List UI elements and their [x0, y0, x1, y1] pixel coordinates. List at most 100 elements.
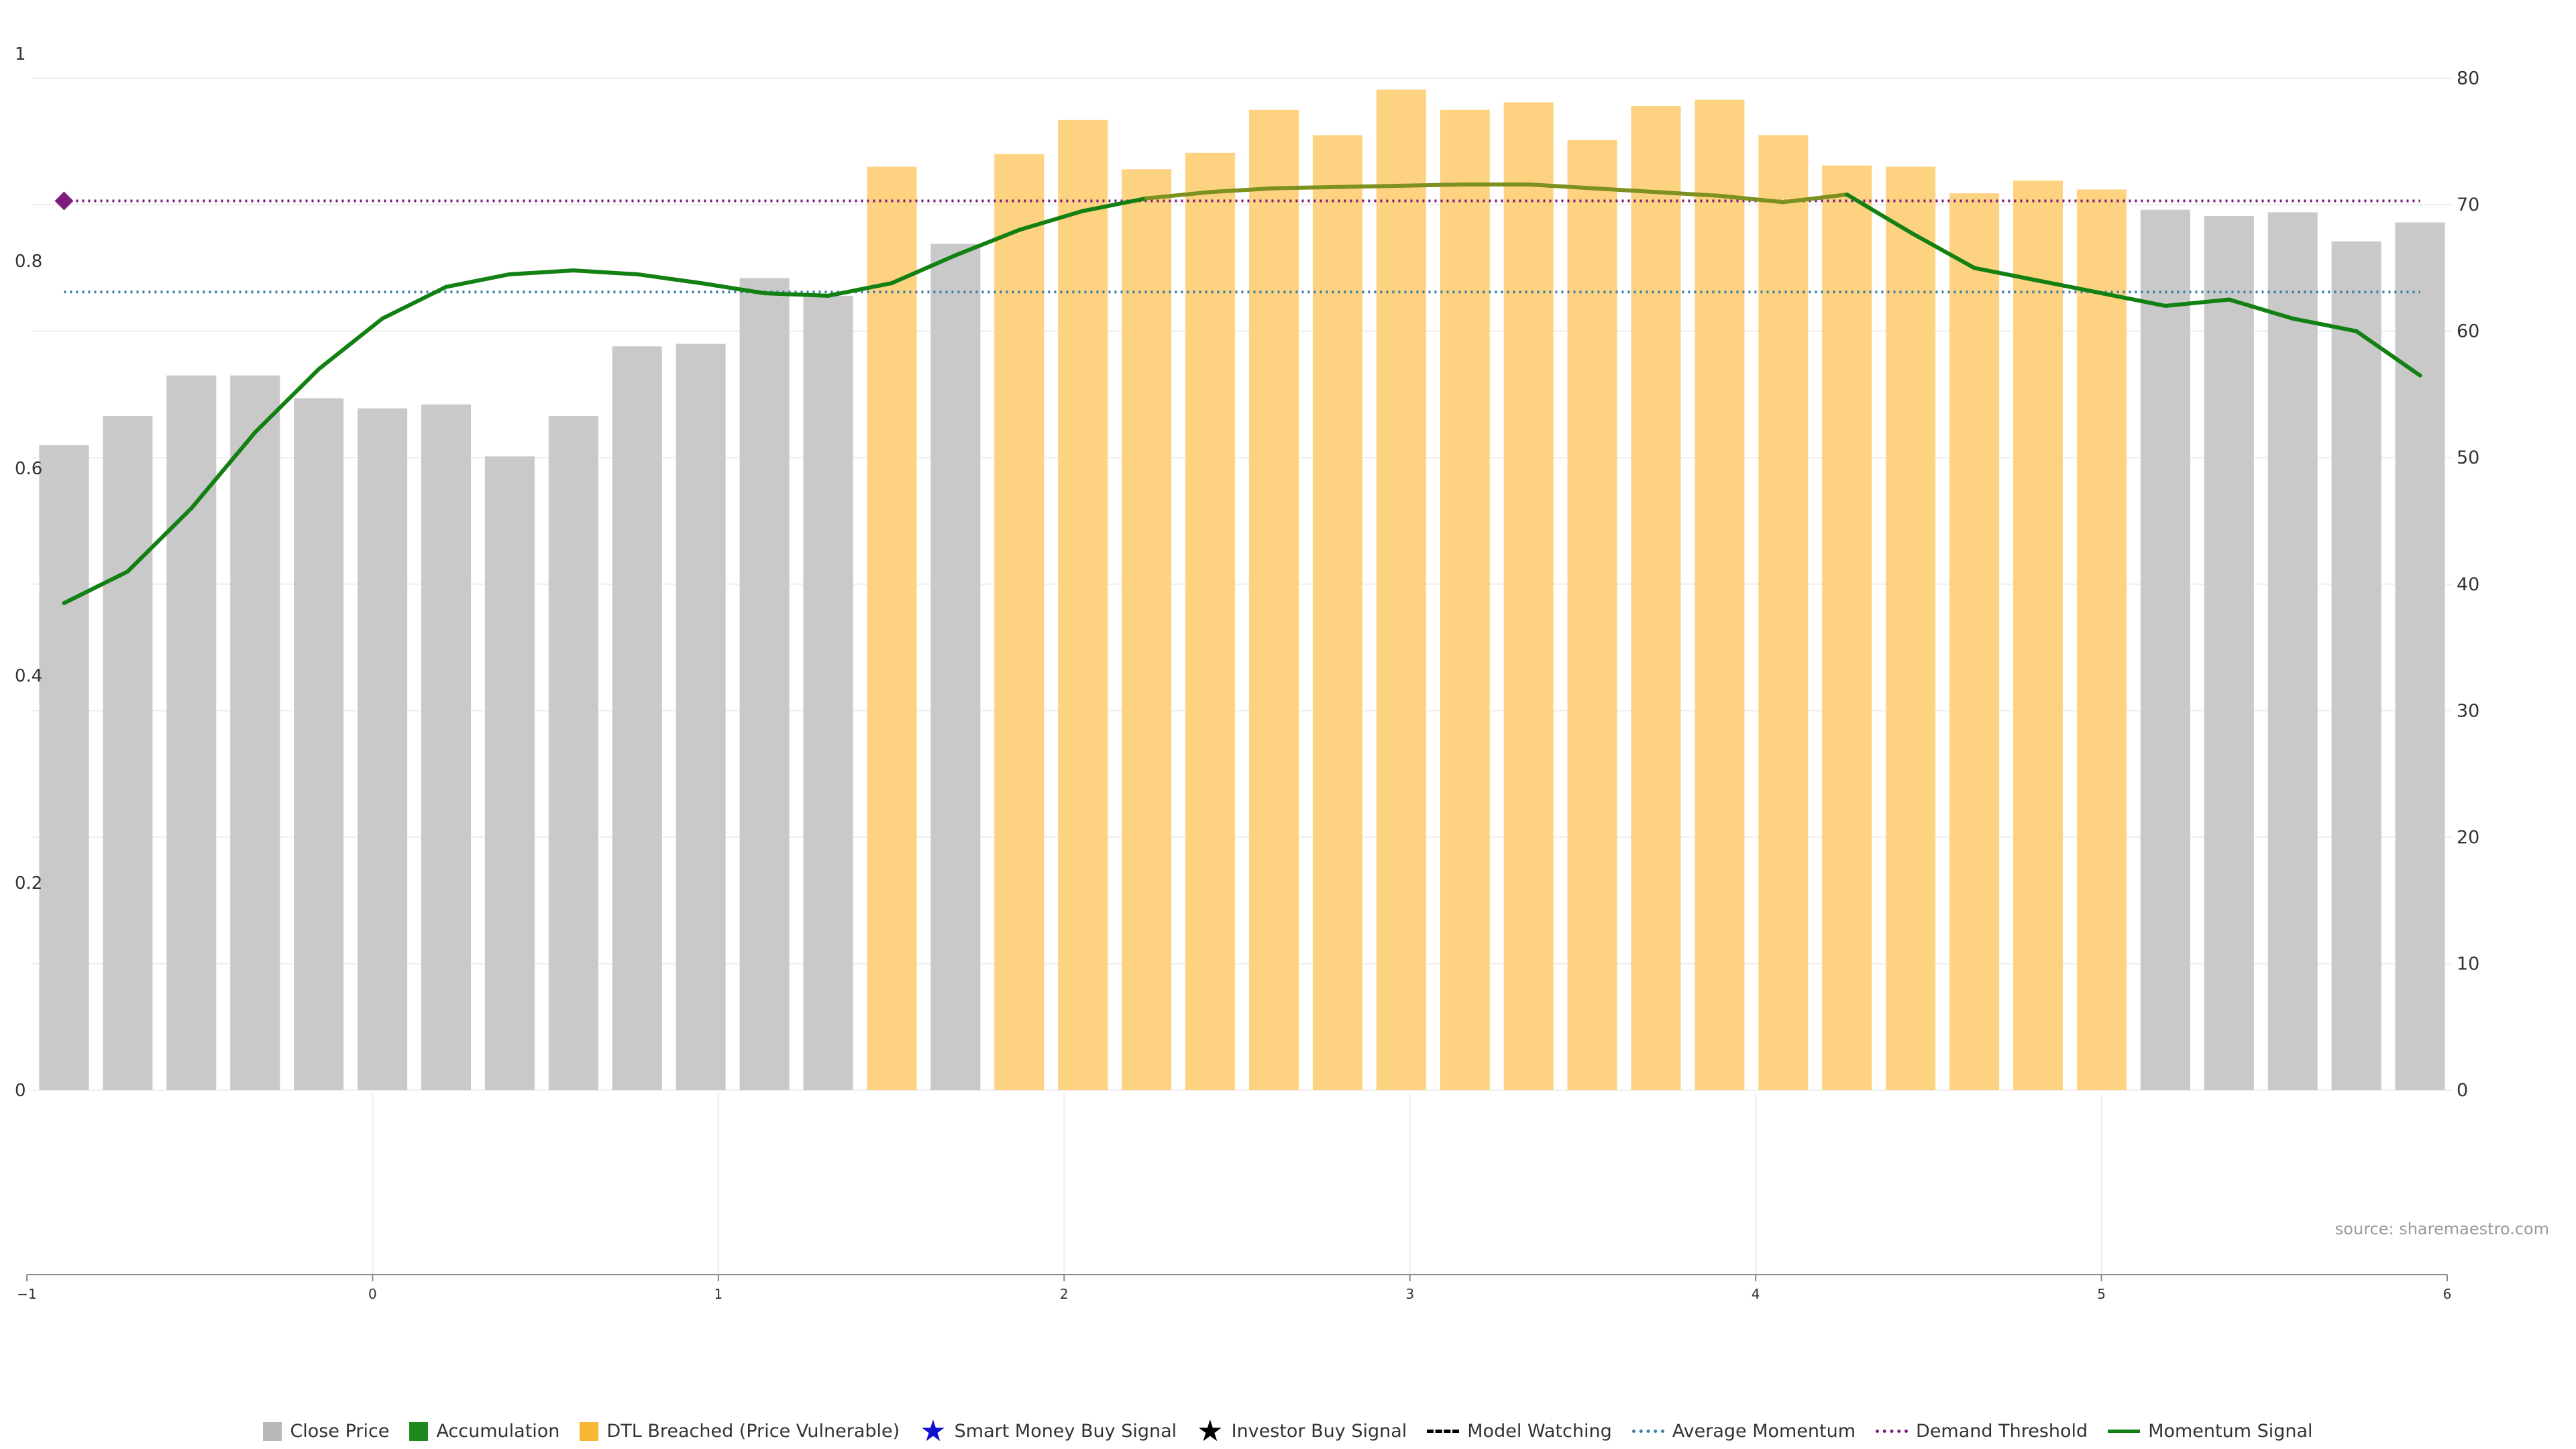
- legend-label: Close Price: [290, 1421, 390, 1442]
- dtl-breached-bar: [1185, 152, 1236, 1091]
- dtl-breached-bar: [1822, 165, 1872, 1090]
- dtl-breached-bar: [2076, 189, 2127, 1090]
- momentum-signal-segment: [1271, 184, 1340, 191]
- legend-label: Average Momentum: [1672, 1421, 1856, 1442]
- momentum-signal-segment: [1526, 182, 1595, 191]
- legend-item: ★ Investor Buy Signal: [1197, 1413, 1407, 1448]
- right-axis-tick-label: 0: [2457, 1080, 2468, 1101]
- momentum-signal-segment: [698, 281, 767, 296]
- legend-label: Investor Buy Signal: [1231, 1421, 1407, 1442]
- dotted-line-icon: [1631, 1430, 1664, 1433]
- close-price-bar: [294, 398, 344, 1091]
- left-axis-tick-label: 0.6: [15, 459, 42, 479]
- x-axis-tick-label: 4: [1752, 1286, 1760, 1302]
- momentum-signal-segment: [762, 291, 830, 298]
- left-axis-tick-label: 0.4: [15, 666, 42, 686]
- legend-item: Model Watching: [1427, 1421, 1612, 1442]
- close-price-bar: [358, 408, 408, 1090]
- momentum-signal-segment: [1909, 230, 1977, 270]
- close-price-bar: [548, 416, 598, 1090]
- close-price-bar: [2204, 216, 2254, 1091]
- momentum-signal-segment: [1144, 190, 1213, 201]
- close-price-bar: [739, 278, 790, 1090]
- momentum-signal-segment: [1590, 186, 1658, 195]
- legend-item: Accumulation: [409, 1421, 559, 1442]
- close-price-bar: [230, 375, 280, 1090]
- legend-item: Demand Threshold: [1876, 1421, 2088, 1442]
- legend-item: Close Price: [263, 1421, 389, 1442]
- momentum-signal-segment: [1335, 183, 1403, 189]
- dtl-breached-bar: [1886, 166, 1936, 1091]
- legend-item: Momentum Signal: [2108, 1421, 2313, 1442]
- right-axis-tick-label: 70: [2457, 195, 2479, 215]
- close-price-bar: [421, 405, 472, 1090]
- momentum-signal-segment: [953, 227, 1022, 258]
- close-price-bar: [166, 375, 217, 1090]
- solid-line-icon: [2108, 1430, 2141, 1433]
- legend-label: Model Watching: [1467, 1421, 1612, 1442]
- dotted-line-icon: [1876, 1430, 1909, 1433]
- dtl-breached-bar: [1312, 135, 1362, 1091]
- dtl-breached-bar: [1248, 109, 1299, 1090]
- dtl-breached-bar: [1440, 109, 1490, 1090]
- left-axis-tick-label: 1: [15, 44, 26, 64]
- legend-label: Momentum Signal: [2148, 1421, 2313, 1442]
- legend-label: Accumulation: [436, 1421, 560, 1442]
- momentum-signal-segment: [443, 272, 512, 289]
- x-axis-tick-label: 5: [2097, 1286, 2106, 1302]
- close-price-bar: [484, 456, 535, 1090]
- momentum-signal-segment: [2163, 297, 2231, 308]
- source-credit: source: sharemaestro.com: [2334, 1220, 2549, 1238]
- momentum-signal-segment: [1845, 193, 1913, 235]
- close-price-bar: [2267, 212, 2318, 1091]
- legend-item: ★ Smart Money Buy Signal: [920, 1413, 1177, 1448]
- right-axis-tick-label: 40: [2457, 574, 2479, 595]
- close-price-bar: [2395, 222, 2445, 1090]
- x-axis-tick-label: 6: [2443, 1286, 2452, 1302]
- momentum-signal-segment: [1781, 193, 1849, 205]
- dtl-breached-bar: [994, 154, 1044, 1091]
- momentum-signal-segment: [826, 281, 894, 298]
- momentum-signal-segment: [380, 284, 448, 321]
- dtl-breached-bar: [1122, 169, 1172, 1090]
- star-icon: ★: [920, 1413, 947, 1448]
- x-axis-tick-label: 3: [1405, 1286, 1414, 1302]
- close-price-bar: [2331, 241, 2381, 1090]
- dtl-breached-bar: [1376, 89, 1426, 1091]
- square-icon: [263, 1421, 282, 1441]
- momentum-signal-segment: [2290, 316, 2359, 333]
- left-axis-tick-label: 0: [15, 1081, 26, 1101]
- momentum-signal-segment: [62, 569, 130, 606]
- close-price-bar: [930, 244, 981, 1091]
- x-axis-tick-label: 1: [714, 1286, 722, 1302]
- legend-item: DTL Breached (Price Vulnerable): [580, 1421, 900, 1442]
- right-axis-tick-label: 50: [2457, 447, 2479, 468]
- dtl-breached-bar: [1058, 119, 1108, 1090]
- momentum-signal-segment: [2099, 291, 2167, 308]
- star-icon: ★: [1197, 1413, 1224, 1448]
- momentum-signal-segment: [125, 506, 194, 574]
- momentum-signal-segment: [635, 272, 703, 286]
- momentum-signal-segment: [1654, 190, 1722, 198]
- demand-threshold-marker: [54, 191, 74, 211]
- right-axis-tick-label: 10: [2457, 953, 2479, 974]
- momentum-signal-segment: [2354, 329, 2422, 378]
- lines-layer: [54, 182, 2422, 606]
- legend-label: DTL Breached (Price Vulnerable): [606, 1421, 900, 1442]
- momentum-signal-segment: [317, 316, 385, 372]
- close-price-bar: [103, 416, 153, 1090]
- dtl-breached-bar: [1567, 140, 1617, 1091]
- dtl-breached-bar: [2012, 180, 2063, 1090]
- dtl-breached-bar: [1631, 106, 1681, 1090]
- dashed-line-icon: [1427, 1430, 1460, 1433]
- x-axis-tick-label: 2: [1060, 1286, 1069, 1302]
- square-icon: [409, 1421, 429, 1441]
- legend-label: Demand Threshold: [1916, 1421, 2088, 1442]
- square-icon: [580, 1421, 599, 1441]
- close-price-bar: [676, 343, 726, 1091]
- x-axis-tick-label: −1: [17, 1286, 36, 1302]
- momentum-signal-segment: [1208, 186, 1276, 195]
- close-price-bar: [612, 346, 662, 1090]
- momentum-signal-segment: [507, 268, 576, 276]
